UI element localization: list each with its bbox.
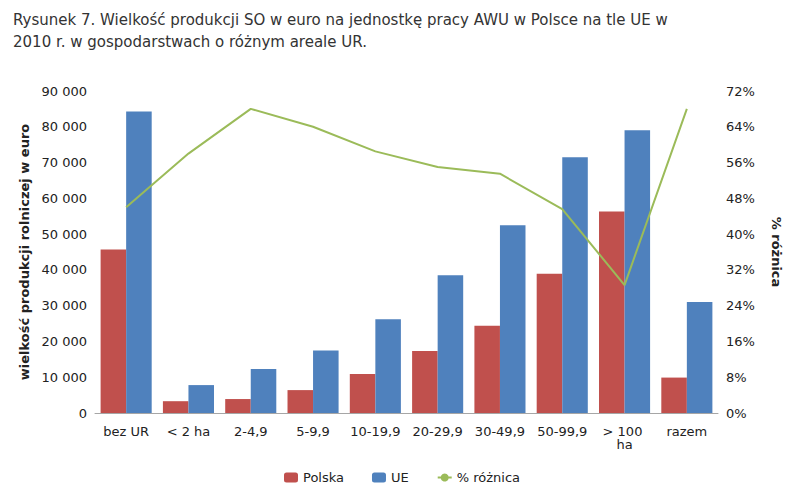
svg-text:2010 r. w gospodarstwach o róż: 2010 r. w gospodarstwach o różnym areale… <box>13 33 367 51</box>
svg-text:40%: 40% <box>726 227 755 242</box>
svg-text:20 000: 20 000 <box>42 334 88 349</box>
svg-text:48%: 48% <box>726 191 755 206</box>
svg-text:60 000: 60 000 <box>42 191 88 206</box>
svg-text:Rysunek 7. Wielkość produkcji: Rysunek 7. Wielkość produkcji SO w euro … <box>13 11 673 29</box>
svg-text:bez UR: bez UR <box>103 424 149 439</box>
svg-text:< 2 ha: < 2 ha <box>167 424 211 439</box>
svg-text:56%: 56% <box>726 155 755 170</box>
svg-text:5-9,9: 5-9,9 <box>296 424 330 439</box>
svg-text:8%: 8% <box>726 370 747 385</box>
svg-text:30-49,9: 30-49,9 <box>475 424 525 439</box>
svg-text:Polska: Polska <box>303 470 344 485</box>
svg-text:32%: 32% <box>726 262 755 277</box>
svg-text:> 100: > 100 <box>602 424 647 439</box>
svg-text:24%: 24% <box>726 298 755 313</box>
svg-text:10 000: 10 000 <box>42 370 88 385</box>
svg-text:0%: 0% <box>726 406 747 421</box>
svg-text:40 000: 40 000 <box>42 262 88 277</box>
svg-text:70 000: 70 000 <box>42 155 88 170</box>
svg-text:80 000: 80 000 <box>42 119 88 134</box>
svg-text:50 000: 50 000 <box>42 227 88 242</box>
svg-text:16%: 16% <box>726 334 755 349</box>
svg-text:10-19,9: 10-19,9 <box>350 424 400 439</box>
svg-text:2-4,9: 2-4,9 <box>234 424 268 439</box>
svg-text:UE: UE <box>391 470 409 485</box>
svg-text:72%: 72% <box>726 84 755 99</box>
svg-text:wielkość produkcji rolniczej w: wielkość produkcji rolniczej w euro <box>17 124 32 381</box>
svg-text:ha: ha <box>616 437 632 452</box>
svg-text:90 000: 90 000 <box>42 84 88 99</box>
svg-text:razem: razem <box>666 424 707 439</box>
svg-text:20-29,9: 20-29,9 <box>413 424 463 439</box>
svg-text:% różnica: % różnica <box>457 470 520 485</box>
svg-text:0: 0 <box>79 406 87 421</box>
svg-text:64%: 64% <box>726 119 755 134</box>
svg-text:% różnica: % różnica <box>769 217 784 288</box>
svg-text:50-99,9: 50-99,9 <box>537 424 587 439</box>
svg-text:30 000: 30 000 <box>42 298 88 313</box>
